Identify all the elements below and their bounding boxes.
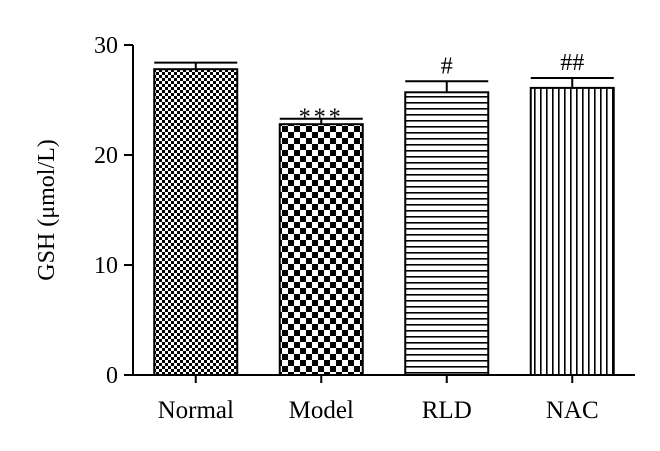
y-tick-label: 10	[94, 253, 118, 279]
bar-normal	[153, 68, 239, 376]
y-tick-label: 20	[94, 143, 118, 169]
x-axis: Normal Model RLD NAC	[133, 374, 635, 424]
x-category-label: Model	[289, 397, 354, 424]
bars: ***# ##	[153, 50, 615, 377]
y-tick-label: 30	[94, 33, 118, 59]
y-tick-label: 0	[106, 363, 118, 389]
y-axis-title-group: GSH (μmol/L)	[34, 139, 60, 281]
bar-model	[278, 123, 364, 376]
y-axis-title: GSH (μmol/L)	[34, 139, 60, 281]
bar-nac	[529, 86, 615, 377]
x-category-label: NAC	[546, 397, 599, 424]
bar-rld	[404, 91, 490, 377]
significance-label-rld: #	[441, 53, 453, 79]
x-category-label: RLD	[422, 397, 472, 424]
significance-label-nac: ##	[560, 50, 584, 76]
significance-label-model: ***	[299, 105, 344, 131]
y-axis: 0 10 20 30	[94, 33, 134, 389]
x-category-label: Normal	[158, 397, 234, 424]
